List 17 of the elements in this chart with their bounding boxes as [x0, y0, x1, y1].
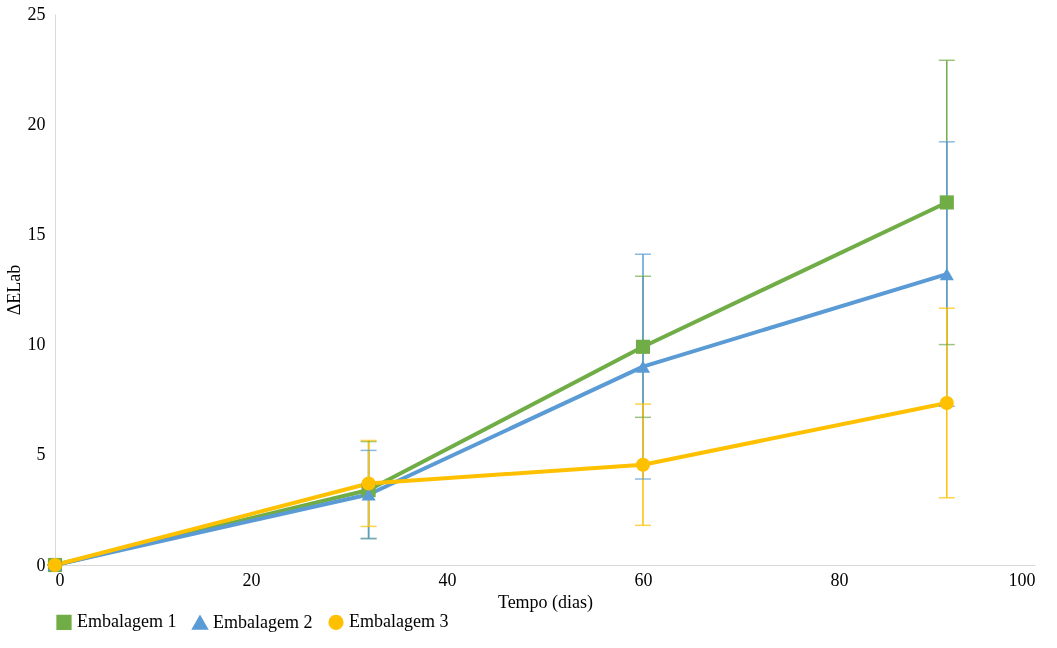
y-tick-label: 10	[27, 334, 46, 355]
legend-label: Embalagem 1	[77, 611, 177, 632]
y-tick-label: 15	[27, 223, 46, 244]
y-tick-label: 0	[36, 554, 46, 575]
x-tick-label: 80	[830, 569, 849, 590]
x-tick-label: 0	[55, 569, 65, 590]
x-tick-label: 60	[634, 569, 653, 590]
y-tick-label: 5	[36, 444, 46, 465]
x-tick-label: 20	[242, 569, 261, 590]
y-axis-title: ΔELab	[3, 264, 24, 316]
legend-label: Embalagem 3	[349, 611, 449, 632]
x-tick-label: 40	[438, 569, 457, 590]
x-axis-title: Tempo (dias)	[497, 591, 594, 613]
y-tick-label: 25	[27, 3, 46, 24]
x-tick-label: 100	[1008, 569, 1036, 590]
legend-label: Embalagem 2	[213, 611, 313, 632]
y-tick-label: 20	[27, 113, 46, 134]
